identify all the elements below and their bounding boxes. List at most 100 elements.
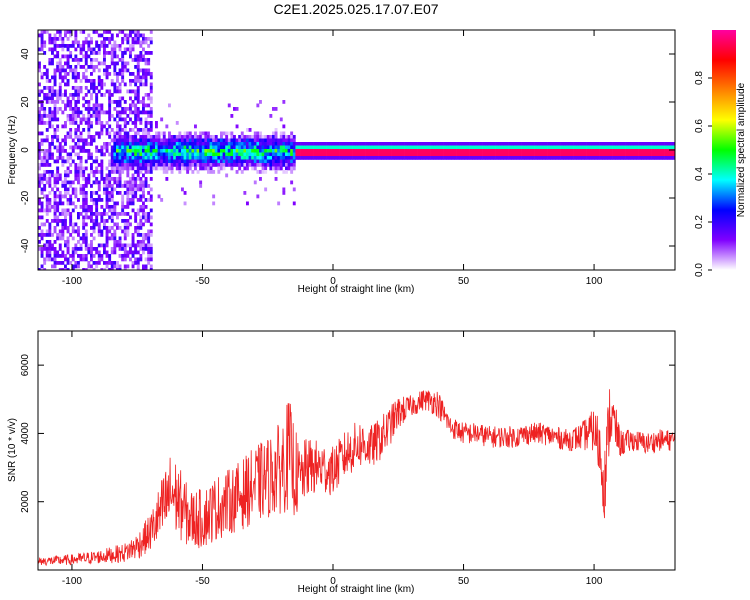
spectrogram-cell bbox=[542, 149, 546, 153]
spectrogram-cell bbox=[555, 145, 559, 150]
spectrogram-cell bbox=[149, 250, 153, 255]
spectrogram-cell bbox=[61, 236, 65, 241]
spectrogram-cell bbox=[602, 142, 606, 146]
spectrogram-cell bbox=[71, 247, 75, 251]
spectrogram-cell bbox=[66, 187, 70, 192]
spectrogram-cell bbox=[155, 131, 158, 136]
spectrogram-cell bbox=[274, 177, 278, 181]
spectrogram-cell bbox=[272, 163, 275, 167]
spectrogram-cell bbox=[542, 152, 546, 157]
spectrogram-cell bbox=[292, 138, 296, 143]
spectrogram-cell bbox=[415, 152, 418, 157]
spectrogram-cell bbox=[386, 156, 390, 160]
spectrogram-cell bbox=[123, 159, 127, 164]
spectrogram-cell bbox=[129, 180, 132, 185]
spectrogram-cell bbox=[82, 205, 86, 209]
spectrogram-cell bbox=[282, 124, 286, 129]
spectrogram-cell bbox=[126, 187, 130, 192]
spectrogram-cell bbox=[147, 254, 151, 258]
spectrogram-cell bbox=[61, 93, 65, 97]
spectrogram-cell bbox=[207, 156, 210, 160]
spectrogram-cell bbox=[178, 156, 182, 160]
spectrogram-cell bbox=[118, 152, 122, 157]
spectrogram-cell bbox=[253, 152, 257, 157]
spectrogram-cell bbox=[95, 264, 99, 269]
spectrogram-cell bbox=[233, 156, 236, 160]
spectrogram-cell bbox=[438, 145, 442, 150]
spectrogram-cell bbox=[511, 142, 515, 146]
spectrogram-cell bbox=[74, 72, 78, 76]
spectrogram-cell bbox=[485, 145, 489, 150]
spectrogram-cell bbox=[43, 110, 47, 115]
spectrogram-cell bbox=[134, 37, 138, 41]
spectrogram-cell bbox=[84, 79, 88, 83]
spectrogram-cell bbox=[43, 163, 47, 167]
spectrogram-cell bbox=[97, 110, 101, 115]
spectrogram-cell bbox=[38, 89, 41, 94]
spectrogram-cell bbox=[110, 170, 114, 174]
spectrogram-cell bbox=[555, 149, 559, 153]
spectrogram-cell bbox=[97, 44, 101, 48]
spectrogram-cell bbox=[656, 145, 660, 150]
spectrogram-cell bbox=[149, 114, 153, 118]
spectrogram-cell bbox=[48, 240, 52, 244]
spectrogram-cell bbox=[69, 114, 73, 118]
spectrogram-cell bbox=[196, 149, 200, 153]
spectrogram-cell bbox=[110, 191, 114, 195]
spectrogram-cell bbox=[225, 149, 229, 153]
spectrogram-cell bbox=[116, 103, 119, 108]
spectrogram-cell bbox=[77, 212, 80, 216]
spectrogram-cell bbox=[134, 184, 138, 188]
spectrogram-cell bbox=[194, 152, 197, 157]
spectrogram-cell bbox=[649, 145, 652, 150]
spectrogram-cell bbox=[162, 170, 166, 174]
spectrogram-cell bbox=[558, 152, 561, 157]
spectrogram-cell bbox=[144, 212, 148, 216]
spectrogram-cell bbox=[282, 145, 286, 150]
spectrogram-cell bbox=[209, 145, 213, 150]
spectrogram-cell bbox=[220, 138, 223, 143]
spectrogram-cell bbox=[188, 142, 192, 146]
spectrogram-cell bbox=[412, 149, 416, 153]
spectrogram-cell bbox=[149, 156, 153, 160]
spectrogram-cell bbox=[134, 103, 138, 108]
spectrogram-cell bbox=[214, 145, 218, 150]
spectrogram-cell bbox=[248, 159, 252, 164]
spectrogram-cell bbox=[142, 236, 145, 241]
spectrogram-cell bbox=[95, 86, 99, 90]
spectrogram-cell bbox=[144, 152, 148, 157]
spectrogram-cell bbox=[38, 180, 41, 185]
spectrogram-cell bbox=[84, 205, 88, 209]
spectrogram-cell bbox=[217, 142, 221, 146]
spectrogram-cell bbox=[246, 142, 249, 146]
spectrogram-cell bbox=[326, 156, 330, 160]
spectrogram-cell bbox=[90, 114, 93, 118]
spectrogram-cell bbox=[131, 72, 135, 76]
spectrogram-cell bbox=[147, 131, 151, 136]
spectrogram-cell bbox=[352, 156, 356, 160]
spectrogram-cell bbox=[121, 68, 125, 73]
spectrogram-cell bbox=[95, 205, 99, 209]
spectrogram-cell bbox=[64, 124, 67, 129]
spectrogram-cell bbox=[84, 177, 88, 181]
spectrogram-cell bbox=[183, 135, 187, 139]
spectrogram-cell bbox=[480, 149, 483, 153]
spectrogram-cell bbox=[121, 229, 125, 234]
spectrogram-cell bbox=[136, 86, 140, 90]
spectrogram-cell bbox=[113, 44, 117, 48]
spectrogram-cell bbox=[222, 131, 226, 136]
spectrogram-cell bbox=[425, 149, 429, 153]
spectrogram-cell bbox=[116, 243, 119, 248]
spectrogram-cell bbox=[415, 145, 418, 150]
spectrogram-cell bbox=[500, 142, 504, 146]
spectrogram-cell bbox=[66, 156, 70, 160]
spectrogram-cell bbox=[623, 152, 626, 157]
spectrogram-cell bbox=[64, 170, 67, 174]
spectrogram-cell bbox=[82, 103, 86, 108]
spectrogram-cell bbox=[43, 268, 47, 270]
spectrogram-cell bbox=[253, 156, 257, 160]
spectrogram-cell bbox=[235, 152, 239, 157]
spectrogram-cell bbox=[108, 254, 112, 258]
spectrogram-cell bbox=[48, 89, 52, 94]
